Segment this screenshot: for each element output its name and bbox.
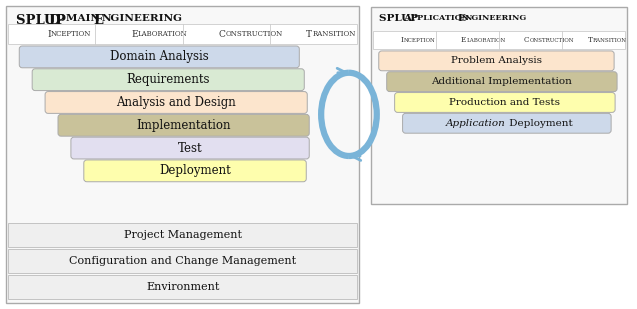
Text: E: E	[461, 36, 466, 44]
Text: ONSTRUCTION: ONSTRUCTION	[529, 37, 574, 43]
FancyBboxPatch shape	[32, 69, 304, 91]
FancyBboxPatch shape	[395, 93, 615, 112]
Text: A: A	[404, 14, 412, 23]
Text: Test: Test	[178, 142, 203, 154]
Text: ONSTRUCTION: ONSTRUCTION	[225, 30, 282, 38]
FancyBboxPatch shape	[379, 51, 614, 71]
Text: Analysis and Design: Analysis and Design	[117, 96, 236, 109]
FancyBboxPatch shape	[403, 113, 611, 133]
Text: C: C	[218, 30, 225, 39]
Text: Additional Implementation: Additional Implementation	[431, 77, 572, 86]
Text: SPLUP: SPLUP	[17, 14, 71, 27]
Text: NGINEERING: NGINEERING	[102, 14, 183, 23]
Text: Problem Analysis: Problem Analysis	[451, 56, 542, 65]
FancyBboxPatch shape	[45, 91, 307, 113]
FancyBboxPatch shape	[373, 31, 625, 49]
Text: E: E	[131, 30, 138, 39]
Text: T: T	[306, 30, 312, 39]
Text: NGINEERING: NGINEERING	[464, 14, 526, 22]
Text: Requirements: Requirements	[127, 73, 210, 86]
Text: Domain Analysis: Domain Analysis	[110, 50, 209, 63]
FancyBboxPatch shape	[71, 137, 309, 159]
FancyBboxPatch shape	[8, 24, 357, 44]
Text: C: C	[524, 36, 529, 44]
Text: OMAIN: OMAIN	[57, 14, 103, 23]
Text: RANSITION: RANSITION	[312, 30, 355, 38]
Text: I: I	[47, 30, 51, 39]
Text: D: D	[48, 14, 60, 27]
Text: PPLICATION: PPLICATION	[410, 14, 471, 22]
FancyBboxPatch shape	[371, 7, 627, 204]
Text: Deployment: Deployment	[506, 119, 573, 128]
Text: Implementation: Implementation	[136, 119, 231, 132]
FancyBboxPatch shape	[8, 249, 357, 273]
Text: Project Management: Project Management	[124, 230, 241, 240]
Text: Production and Tests: Production and Tests	[449, 98, 561, 107]
Text: T: T	[587, 36, 592, 44]
Text: NCEPTION: NCEPTION	[403, 37, 435, 43]
Text: Deployment: Deployment	[159, 164, 231, 177]
FancyBboxPatch shape	[8, 275, 357, 299]
FancyBboxPatch shape	[19, 46, 299, 68]
Text: Configuration and Change Management: Configuration and Change Management	[69, 256, 296, 266]
Text: Environment: Environment	[146, 282, 219, 292]
Text: LABORATION: LABORATION	[138, 30, 188, 38]
Text: SPLUP: SPLUP	[379, 14, 422, 23]
FancyBboxPatch shape	[387, 72, 617, 91]
Text: LABORATION: LABORATION	[466, 37, 506, 43]
Text: I: I	[400, 36, 403, 44]
Text: NCEPTION: NCEPTION	[51, 30, 91, 38]
FancyBboxPatch shape	[84, 160, 306, 182]
Text: RANSITION: RANSITION	[592, 37, 627, 43]
FancyBboxPatch shape	[58, 114, 309, 136]
Text: E: E	[457, 14, 465, 23]
Text: Application: Application	[446, 119, 506, 128]
Text: E: E	[93, 14, 103, 27]
FancyBboxPatch shape	[8, 223, 357, 247]
FancyBboxPatch shape	[6, 6, 359, 303]
